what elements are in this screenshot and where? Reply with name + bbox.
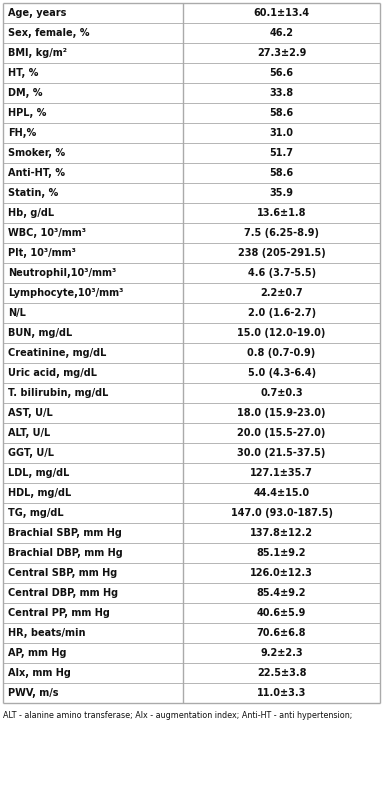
Text: GGT, U/L: GGT, U/L (8, 448, 54, 458)
Text: 4.6 (3.7-5.5): 4.6 (3.7-5.5) (247, 268, 316, 278)
Text: 15.0 (12.0-19.0): 15.0 (12.0-19.0) (237, 328, 326, 338)
Text: 0.8 (0.7-0.9): 0.8 (0.7-0.9) (247, 348, 316, 358)
Text: 58.6: 58.6 (270, 108, 294, 118)
Text: 27.3±2.9: 27.3±2.9 (257, 48, 306, 58)
Text: 46.2: 46.2 (270, 28, 294, 38)
Text: DM, %: DM, % (8, 88, 43, 98)
Text: AIx, mm Hg: AIx, mm Hg (8, 668, 71, 678)
Text: 30.0 (21.5-37.5): 30.0 (21.5-37.5) (237, 448, 326, 458)
Text: BMI, kg/m²: BMI, kg/m² (8, 48, 67, 58)
Text: N/L: N/L (8, 308, 26, 318)
Text: 7.5 (6.25-8.9): 7.5 (6.25-8.9) (244, 228, 319, 238)
Text: Creatinine, mg/dL: Creatinine, mg/dL (8, 348, 106, 358)
Text: PWV, m/s: PWV, m/s (8, 688, 59, 698)
Text: Central PP, mm Hg: Central PP, mm Hg (8, 608, 110, 618)
Text: 44.4±15.0: 44.4±15.0 (254, 488, 310, 498)
Text: Lymphocyte,10³/mm³: Lymphocyte,10³/mm³ (8, 288, 123, 298)
Text: FH,%: FH,% (8, 128, 36, 138)
Text: BUN, mg/dL: BUN, mg/dL (8, 328, 72, 338)
Text: HT, %: HT, % (8, 68, 38, 78)
Text: Smoker, %: Smoker, % (8, 148, 65, 158)
Text: 2.0 (1.6-2.7): 2.0 (1.6-2.7) (247, 308, 316, 318)
Text: Statin, %: Statin, % (8, 188, 58, 198)
Text: 238 (205-291.5): 238 (205-291.5) (238, 248, 326, 258)
Text: 40.6±5.9: 40.6±5.9 (257, 608, 306, 618)
Text: 5.0 (4.3-6.4): 5.0 (4.3-6.4) (247, 368, 316, 378)
Text: ALT - alanine amino transferase; AIx - augmentation index; Anti-HT - anti hypert: ALT - alanine amino transferase; AIx - a… (3, 711, 352, 720)
Text: 70.6±6.8: 70.6±6.8 (257, 628, 306, 638)
Text: 56.6: 56.6 (270, 68, 294, 78)
Text: 126.0±12.3: 126.0±12.3 (250, 568, 313, 578)
Text: 9.2±2.3: 9.2±2.3 (260, 648, 303, 658)
Text: 20.0 (15.5-27.0): 20.0 (15.5-27.0) (237, 428, 326, 438)
Text: Plt, 10³/mm³: Plt, 10³/mm³ (8, 248, 76, 258)
Text: ALT, U/L: ALT, U/L (8, 428, 50, 438)
Text: 137.8±12.2: 137.8±12.2 (250, 528, 313, 538)
Text: HR, beats/min: HR, beats/min (8, 628, 85, 638)
Text: 18.0 (15.9-23.0): 18.0 (15.9-23.0) (237, 408, 326, 418)
Text: Uric acid, mg/dL: Uric acid, mg/dL (8, 368, 97, 378)
Text: LDL, mg/dL: LDL, mg/dL (8, 468, 69, 478)
Text: 13.6±1.8: 13.6±1.8 (257, 208, 306, 218)
Text: 60.1±13.4: 60.1±13.4 (254, 8, 310, 18)
Text: 33.8: 33.8 (270, 88, 294, 98)
Text: 31.0: 31.0 (270, 128, 294, 138)
Text: 127.1±35.7: 127.1±35.7 (250, 468, 313, 478)
Text: Age, years: Age, years (8, 8, 66, 18)
Text: WBC, 10³/mm³: WBC, 10³/mm³ (8, 228, 86, 238)
Text: 147.0 (93.0-187.5): 147.0 (93.0-187.5) (231, 508, 332, 518)
Text: 35.9: 35.9 (270, 188, 294, 198)
Text: AP, mm Hg: AP, mm Hg (8, 648, 67, 658)
Text: TG, mg/dL: TG, mg/dL (8, 508, 64, 518)
Text: Central SBP, mm Hg: Central SBP, mm Hg (8, 568, 117, 578)
Text: 58.6: 58.6 (270, 168, 294, 178)
Text: HPL, %: HPL, % (8, 108, 46, 118)
Text: 85.1±9.2: 85.1±9.2 (257, 548, 306, 558)
Text: Brachial SBP, mm Hg: Brachial SBP, mm Hg (8, 528, 122, 538)
Text: 0.7±0.3: 0.7±0.3 (260, 388, 303, 398)
Text: AST, U/L: AST, U/L (8, 408, 53, 418)
Text: Central DBP, mm Hg: Central DBP, mm Hg (8, 588, 118, 598)
Text: 2.2±0.7: 2.2±0.7 (260, 288, 303, 298)
Text: Sex, female, %: Sex, female, % (8, 28, 90, 38)
Text: 11.0±3.3: 11.0±3.3 (257, 688, 306, 698)
Text: 85.4±9.2: 85.4±9.2 (257, 588, 306, 598)
Text: 22.5±3.8: 22.5±3.8 (257, 668, 306, 678)
Text: Anti-HT, %: Anti-HT, % (8, 168, 65, 178)
Text: 51.7: 51.7 (270, 148, 294, 158)
Text: Brachial DBP, mm Hg: Brachial DBP, mm Hg (8, 548, 123, 558)
Text: T. bilirubin, mg/dL: T. bilirubin, mg/dL (8, 388, 108, 398)
Text: Neutrophil,10³/mm³: Neutrophil,10³/mm³ (8, 268, 116, 278)
Text: HDL, mg/dL: HDL, mg/dL (8, 488, 71, 498)
Text: Hb, g/dL: Hb, g/dL (8, 208, 54, 218)
